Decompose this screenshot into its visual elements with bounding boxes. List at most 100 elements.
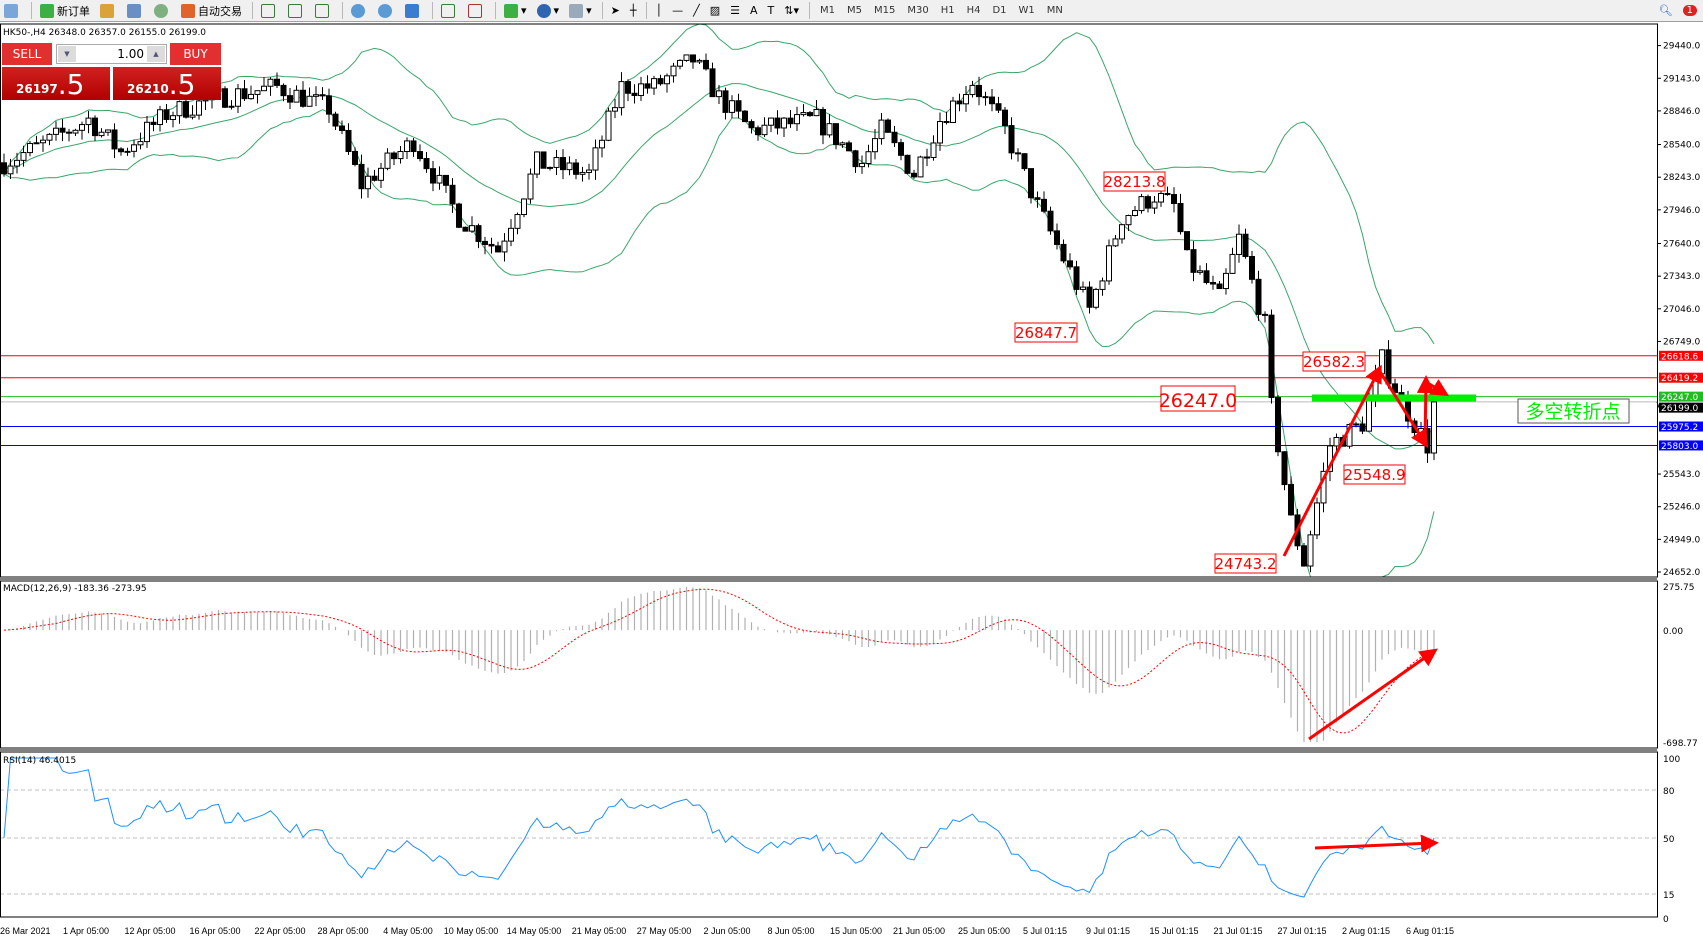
new-order-label: 新订单 (57, 4, 90, 18)
bull-candle-body (1353, 423, 1359, 426)
toolbar-separator (601, 2, 603, 19)
periods-button[interactable]: ▾ (533, 1, 564, 20)
metaeditor-button[interactable] (96, 1, 121, 20)
bull-candle-body (14, 159, 20, 167)
zoom-out-button[interactable] (374, 1, 399, 20)
text-button[interactable]: A (746, 1, 762, 20)
sell-price[interactable]: 26197.5 (2, 67, 110, 100)
bull-candle-body (696, 59, 703, 63)
candle (631, 84, 638, 104)
cursor-button[interactable]: ➤ (607, 1, 624, 20)
fibonacci-button[interactable]: ☰ (726, 1, 744, 20)
trendline-button[interactable]: ╱ (689, 1, 704, 20)
bear-candle-body (735, 100, 742, 112)
bull-candle-body (1236, 233, 1242, 255)
candle-chart-button[interactable] (284, 1, 309, 20)
bear-candle-body (852, 150, 859, 168)
auto-trading-button[interactable]: 自动交易 (177, 1, 246, 20)
bear-candle-body (722, 90, 729, 113)
candle (183, 97, 189, 119)
time-axis-label: 16 Apr 05:00 (189, 926, 240, 936)
candle (781, 117, 787, 138)
text-label-button[interactable]: T (764, 1, 779, 20)
candle (969, 80, 976, 98)
candle (924, 148, 930, 167)
candle (956, 93, 963, 112)
line-chart-button[interactable] (311, 1, 336, 20)
bull-candle-body (514, 214, 521, 229)
timeframe-m15[interactable]: M15 (873, 5, 896, 16)
candle (124, 147, 131, 156)
arrows-button[interactable]: ⇅▾ (780, 1, 803, 20)
lot-decrease-button[interactable]: ▼ (58, 46, 76, 62)
bull-candle-body (521, 198, 527, 216)
zoom-in-button[interactable] (347, 1, 372, 20)
candle (170, 111, 176, 128)
bear-candle-body (1275, 396, 1281, 453)
search-button[interactable]: 🔍︎ (1655, 1, 1677, 20)
templates-button[interactable]: ▾ (565, 1, 596, 20)
price-level-tag (1659, 402, 1703, 413)
candle (677, 59, 683, 70)
editor-icon (100, 3, 114, 18)
sell-button[interactable]: SELL (2, 43, 52, 65)
buy-button[interactable]: BUY (170, 43, 221, 65)
bull-candle-body (917, 156, 924, 178)
bear-candle-body (911, 172, 917, 178)
candle (579, 166, 586, 182)
lot-size-input[interactable]: ▼ 1.00 ▲ (56, 44, 167, 64)
timeframe-mn[interactable]: MN (1046, 5, 1063, 16)
notifications-button[interactable]: 1 (1679, 1, 1701, 20)
candle (553, 149, 560, 175)
new-order-button[interactable]: 新订单 (36, 1, 94, 20)
timeframe-w1[interactable]: W1 (1018, 5, 1035, 16)
price-label-text: 26582.3 (1303, 353, 1365, 371)
timeframe-h1[interactable]: H1 (940, 5, 955, 16)
vertical-line-button[interactable]: │ (651, 1, 666, 20)
price-label-text: 25548.9 (1343, 466, 1405, 484)
bull-candle-body (27, 142, 33, 154)
toolbar-separator (646, 2, 648, 19)
candle (66, 128, 72, 142)
buy-price[interactable]: 26210.5 (113, 67, 221, 100)
horizontal-line-button[interactable]: — (668, 1, 687, 20)
timeframe-d1[interactable]: D1 (992, 5, 1007, 16)
pivot-text: 多空转折点 (1525, 401, 1620, 423)
candle (202, 98, 209, 111)
timeframe-h4[interactable]: H4 (966, 5, 981, 16)
candle (144, 116, 150, 148)
candle (599, 135, 605, 158)
bear-candle-body (703, 59, 709, 70)
timeframe-m5[interactable]: M5 (846, 5, 862, 16)
candle (1132, 206, 1138, 217)
history-button[interactable] (123, 1, 148, 20)
indicators-button[interactable]: ▾ (500, 1, 531, 20)
bear-candle-body (1255, 278, 1262, 315)
zoom-tool-button[interactable] (0, 1, 25, 20)
channel-button[interactable]: ▨ (706, 1, 724, 20)
auto-scroll-icon (441, 3, 455, 18)
price-level-tag-text: 25975.2 (1661, 423, 1698, 433)
candle (976, 76, 982, 106)
bear-candle-body (742, 110, 748, 123)
timeframe-m1[interactable]: M1 (819, 5, 835, 16)
bull-candle-body (72, 129, 79, 134)
printer-icon (127, 3, 141, 18)
signals-button[interactable] (150, 1, 175, 20)
bar-chart-button[interactable] (257, 1, 282, 20)
bear-candle-body (482, 240, 488, 245)
lot-increase-button[interactable]: ▲ (147, 46, 165, 62)
crosshair-button[interactable]: ┼ (626, 1, 641, 20)
tile-windows-button[interactable] (401, 1, 426, 20)
auto-scroll-button[interactable] (437, 1, 462, 20)
timeframe-m30[interactable]: M30 (907, 5, 929, 16)
chart-shift-button[interactable] (464, 1, 489, 20)
bear-candle-body (443, 174, 449, 186)
bear-candle-body (280, 84, 287, 97)
candle (495, 241, 501, 253)
bull-candle-body (170, 115, 176, 120)
candle (92, 115, 98, 142)
candle (1119, 224, 1125, 244)
bear-candle-body (300, 89, 306, 107)
